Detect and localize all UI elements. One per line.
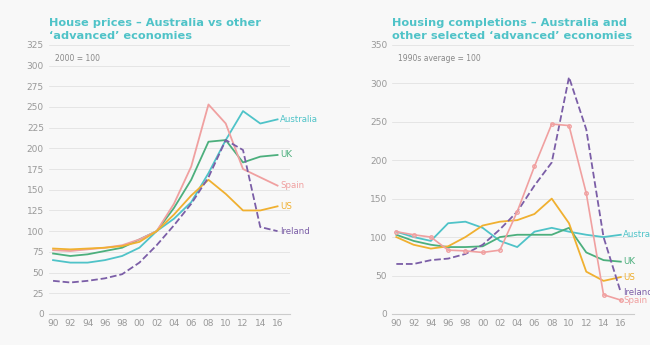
- Text: Australia: Australia: [623, 230, 650, 239]
- Text: UK: UK: [623, 257, 636, 266]
- Text: Ireland: Ireland: [623, 288, 650, 297]
- Text: US: US: [280, 202, 292, 211]
- Text: 1990s average = 100: 1990s average = 100: [398, 54, 481, 63]
- Text: 2000 = 100: 2000 = 100: [55, 54, 100, 63]
- Text: Ireland: Ireland: [280, 227, 310, 236]
- Text: Spain: Spain: [623, 296, 647, 305]
- Text: Australia: Australia: [280, 115, 318, 124]
- Text: US: US: [623, 273, 635, 282]
- Text: Housing completions – Australia and
other selected ‘advanced’ economies: Housing completions – Australia and othe…: [392, 19, 632, 41]
- Text: UK: UK: [280, 150, 292, 159]
- Text: Spain: Spain: [280, 181, 304, 190]
- Text: House prices – Australia vs other
‘advanced’ economies: House prices – Australia vs other ‘advan…: [49, 19, 261, 41]
